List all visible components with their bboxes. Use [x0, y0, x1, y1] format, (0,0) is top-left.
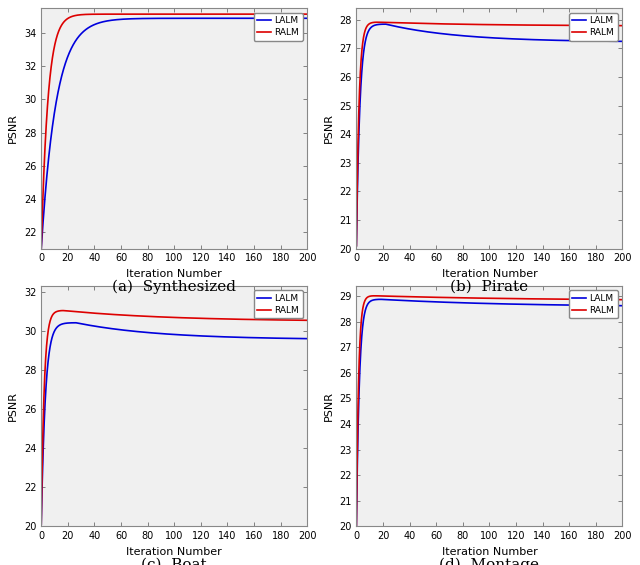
RALM	[585, 296, 593, 303]
RALM	[454, 294, 462, 301]
LALM	[353, 242, 360, 249]
RALM	[37, 521, 45, 528]
LALM	[68, 319, 76, 326]
X-axis label: Iteration Number: Iteration Number	[126, 269, 222, 279]
RALM	[279, 11, 287, 18]
RALM	[383, 19, 390, 26]
Text: (d)  Montage: (d) Montage	[440, 557, 540, 565]
Line: RALM: RALM	[41, 14, 307, 249]
Line: LALM: LALM	[41, 323, 307, 524]
RALM	[151, 11, 159, 18]
LALM	[454, 32, 462, 39]
Line: LALM: LALM	[356, 299, 623, 526]
RALM	[353, 242, 360, 249]
RALM	[151, 314, 159, 320]
LALM	[303, 335, 311, 342]
LALM	[454, 299, 462, 306]
RALM	[613, 296, 621, 303]
LALM	[84, 25, 92, 32]
LALM	[619, 302, 627, 309]
Text: (a)  Synthesized: (a) Synthesized	[112, 280, 236, 294]
LALM	[585, 302, 593, 308]
LALM	[353, 523, 360, 529]
RALM	[466, 294, 474, 301]
LALM	[140, 329, 147, 336]
LALM	[399, 24, 406, 31]
RALM	[399, 293, 406, 300]
RALM	[399, 20, 406, 27]
RALM	[59, 307, 67, 314]
Y-axis label: PSNR: PSNR	[8, 114, 19, 144]
RALM	[84, 11, 92, 18]
LALM	[140, 15, 147, 22]
RALM	[383, 293, 390, 299]
LALM	[269, 15, 277, 21]
Line: RALM: RALM	[41, 311, 307, 524]
LALM	[619, 38, 627, 45]
RALM	[68, 13, 76, 20]
LALM	[466, 33, 474, 40]
Line: RALM: RALM	[356, 22, 623, 246]
RALM	[298, 11, 306, 18]
LALM	[585, 37, 593, 44]
Legend: LALM, RALM: LALM, RALM	[253, 13, 303, 41]
LALM	[383, 296, 390, 303]
RALM	[84, 309, 92, 316]
LALM	[298, 15, 306, 21]
LALM	[151, 330, 159, 337]
RALM	[585, 22, 593, 29]
RALM	[371, 293, 378, 299]
RALM	[619, 296, 627, 303]
Legend: LALM, RALM: LALM, RALM	[253, 290, 303, 319]
Line: LALM: LALM	[41, 18, 307, 249]
LALM	[399, 297, 406, 304]
LALM	[72, 319, 79, 326]
Text: (b)  Pirate: (b) Pirate	[451, 280, 529, 294]
LALM	[37, 521, 45, 528]
Line: LALM: LALM	[356, 24, 623, 246]
RALM	[613, 22, 621, 29]
RALM	[619, 22, 627, 29]
X-axis label: Iteration Number: Iteration Number	[126, 547, 222, 557]
RALM	[353, 523, 360, 529]
RALM	[37, 245, 45, 252]
RALM	[466, 21, 474, 28]
LALM	[383, 21, 390, 28]
LALM	[466, 299, 474, 306]
X-axis label: Iteration Number: Iteration Number	[442, 269, 537, 279]
RALM	[303, 317, 311, 324]
LALM	[151, 15, 159, 22]
RALM	[298, 317, 306, 324]
LALM	[84, 321, 92, 328]
LALM	[613, 302, 621, 309]
RALM	[269, 11, 277, 18]
Text: (c)  Boat: (c) Boat	[141, 557, 207, 565]
LALM	[68, 45, 76, 51]
RALM	[140, 313, 147, 320]
LALM	[613, 38, 621, 45]
X-axis label: Iteration Number: Iteration Number	[442, 547, 537, 557]
RALM	[303, 11, 311, 18]
RALM	[454, 21, 462, 28]
LALM	[37, 245, 45, 252]
RALM	[68, 308, 76, 315]
Legend: LALM, RALM: LALM, RALM	[569, 13, 618, 41]
LALM	[298, 335, 306, 342]
Y-axis label: PSNR: PSNR	[323, 114, 333, 144]
RALM	[269, 316, 277, 323]
Line: RALM: RALM	[356, 296, 623, 526]
Y-axis label: PSNR: PSNR	[323, 391, 333, 421]
LALM	[303, 15, 311, 21]
LALM	[381, 21, 389, 28]
LALM	[269, 334, 277, 341]
Y-axis label: PSNR: PSNR	[8, 391, 19, 421]
RALM	[140, 11, 147, 18]
LALM	[376, 296, 384, 303]
RALM	[373, 19, 381, 25]
Legend: LALM, RALM: LALM, RALM	[569, 290, 618, 319]
